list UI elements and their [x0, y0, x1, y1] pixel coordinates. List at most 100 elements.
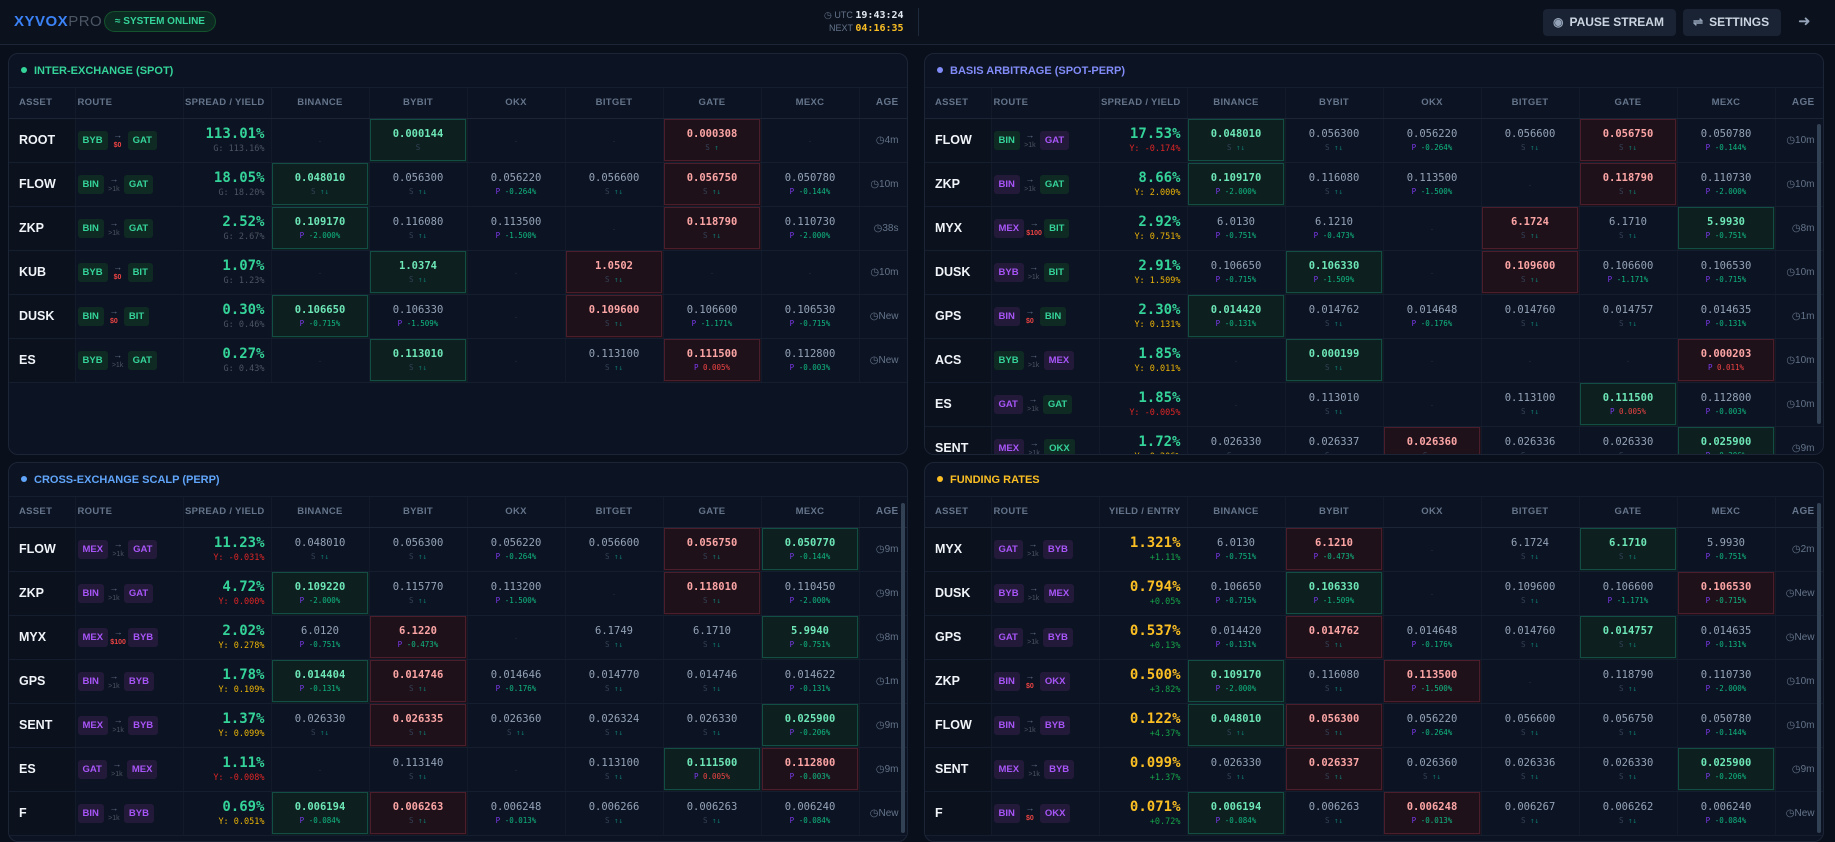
price-cell-mexc-sell[interactable]: 0.112800 P -0.003% [761, 747, 860, 792]
price-cell-mexc[interactable]: 0.112800 P -0.003% [761, 338, 860, 383]
column-header-binance[interactable]: BINANCE [1187, 497, 1286, 528]
column-header-route[interactable]: ROUTE [991, 88, 1100, 119]
price-cell-okx[interactable]: 0.026360 S ↑↓ [467, 703, 566, 748]
price-cell-gate[interactable]: 0.006263 S ↑↓ [663, 791, 762, 836]
column-header-mexc[interactable]: MEXC [761, 497, 860, 528]
price-cell-bitget[interactable]: 0.006267 S ↑↓ [1481, 791, 1580, 836]
price-cell-gate-sell[interactable]: 0.000308 S ↑ [663, 118, 762, 163]
price-cell-mexc-buy[interactable]: 0.025900 P -0.206% [1677, 747, 1776, 792]
price-cell-gate[interactable]: 6.1710 S ↑↓ [663, 615, 762, 660]
table-row[interactable]: ZKP BIN → >1k GAT 4.72% Y: 0.000% 0.109220 P -2.… [9, 571, 907, 616]
price-cell-okx[interactable]: 0.113500 P -1.500% [467, 206, 566, 251]
price-cell-bybit-buy[interactable]: 0.000199 S ↑↓ [1285, 338, 1384, 383]
price-cell-binance-buy[interactable]: 0.048010 S ↑↓ [1187, 118, 1286, 163]
price-cell-bybit-sell[interactable]: 0.056300 S ↑↓ [1285, 703, 1384, 748]
price-cell-binance-buy[interactable]: 0.014404 P -0.131% [271, 659, 370, 704]
price-cell-gate-buy[interactable]: 6.1710 S ↑↓ [1579, 527, 1678, 572]
price-cell-bybit-sell[interactable]: 0.026335 S ↑↓ [369, 703, 468, 748]
price-cell-gate[interactable]: 0.118790 S ↑↓ [1579, 659, 1678, 704]
column-header-spread-yield[interactable]: SPREAD / YIELD [183, 88, 272, 119]
column-header-okx[interactable]: OKX [1383, 497, 1482, 528]
price-cell-okx[interactable]: 0.113500 P -1.500% [1383, 162, 1482, 207]
column-header-asset[interactable]: ASSET [925, 88, 992, 119]
column-header-gate[interactable]: GATE [663, 88, 762, 119]
price-cell-binance-buy[interactable]: 0.106650 P -0.715% [271, 294, 370, 339]
table-row[interactable]: SENT MEX → >1k BYB 1.37% Y: 0.099% 0.026330 S ↑↓… [9, 703, 907, 748]
price-cell-okx[interactable]: 0.006248 P -0.013% [467, 791, 566, 836]
price-cell-bybit[interactable]: 0.006263 S ↑↓ [1285, 791, 1384, 836]
price-cell-mexc[interactable]: 0.006240 P -0.084% [1677, 791, 1776, 836]
price-cell-binance[interactable]: 6.0130 P -0.751% [1187, 206, 1286, 251]
price-cell-mexc[interactable]: 0.014635 P -0.131% [1677, 615, 1776, 660]
table-row[interactable]: ES BYB → >1k GAT 0.27% G: 0.43% -0.113010 S ↑↓ -0… [9, 338, 907, 383]
price-cell-binance[interactable]: 0.026330 S ↑↓ [271, 703, 370, 748]
price-cell-mexc-sell[interactable]: 0.000203 P 0.011% [1677, 338, 1776, 383]
table-row[interactable]: F BIN → >1k BYB 0.69% Y: 0.051% 0.006194 P -0.08… [9, 791, 907, 836]
price-cell-mexc[interactable]: 0.110730 P -2.000% [761, 206, 860, 251]
price-cell-bybit[interactable]: 0.056300 S ↑↓ [1285, 118, 1384, 163]
price-cell-gate-buy[interactable]: 0.111500 P 0.005% [1579, 382, 1678, 427]
price-cell-bitget[interactable]: 0.109600 S ↑↓ [1481, 571, 1580, 616]
price-cell-bitget[interactable]: 0.014760 S ↑↓ [1481, 294, 1580, 339]
asset-symbol[interactable]: GPS [925, 615, 992, 660]
asset-symbol[interactable]: ZKP [9, 571, 76, 616]
price-cell-bitget[interactable]: 0.056600 S ↑↓ [1481, 118, 1580, 163]
table-row[interactable]: MYX MEX → $100 BIT 2.92% Y: 0.751% 6.0130 P -0.7… [925, 206, 1823, 251]
column-header-bitget[interactable]: BITGET [565, 497, 664, 528]
price-cell-mexc[interactable]: 0.014622 P -0.131% [761, 659, 860, 704]
price-cell-bitget-sell[interactable]: 6.1724 S ↑↓ [1481, 206, 1580, 251]
column-header-spread-yield[interactable]: SPREAD / YIELD [1099, 88, 1188, 119]
price-cell-bitget[interactable]: 0.026324 S ↑↓ [565, 703, 664, 748]
column-header-asset[interactable]: ASSET [9, 88, 76, 119]
scrollbar[interactable] [901, 503, 905, 833]
price-cell-bybit[interactable]: 6.1210 P -0.473% [1285, 206, 1384, 251]
price-cell-okx[interactable]: 0.056220 P -0.264% [467, 527, 566, 572]
price-cell-bybit[interactable]: 0.056300 S ↑↓ [369, 527, 468, 572]
column-header-bybit[interactable]: BYBIT [1285, 88, 1384, 119]
price-cell-okx-sell[interactable]: 0.026360 S ↑↓ [1383, 426, 1482, 454]
price-cell-okx[interactable]: 0.014646 P -0.176% [467, 659, 566, 704]
asset-symbol[interactable]: SENT [9, 703, 76, 748]
price-cell-mexc[interactable]: 0.050780 P -0.144% [1677, 703, 1776, 748]
price-cell-mexc[interactable]: 0.112800 P -0.003% [1677, 382, 1776, 427]
price-cell-mexc[interactable]: 0.110730 P -2.000% [1677, 659, 1776, 704]
price-cell-bitget[interactable]: 0.113100 S ↑↓ [565, 747, 664, 792]
price-cell-bitget[interactable]: 0.113100 S ↑↓ [1481, 382, 1580, 427]
table-row[interactable]: FLOW BIN → >1k GAT 18.05% G: 18.20% 0.048010 S ↑… [9, 162, 907, 207]
price-cell-bitget[interactable]: 0.056600 S ↑↓ [1481, 703, 1580, 748]
asset-symbol[interactable]: SENT [925, 747, 992, 792]
asset-symbol[interactable]: DUSK [925, 571, 992, 616]
price-cell-bybit-buy[interactable]: 1.0374 S ↑↓ [369, 250, 468, 295]
column-header-binance[interactable]: BINANCE [271, 88, 370, 119]
price-cell-mexc[interactable]: 0.110450 P -2.000% [761, 571, 860, 616]
price-cell-bitget-sell[interactable]: 1.0502 S ↑↓ [565, 250, 664, 295]
price-cell-bybit[interactable]: 0.116080 S ↑↓ [1285, 659, 1384, 704]
price-cell-bybit[interactable]: 0.026337 S ↑↓ [1285, 426, 1384, 454]
table-row[interactable]: ACS BYB → >1k MEX 1.85% Y: 0.011% -0.000199 S ↑↓… [925, 338, 1823, 383]
asset-symbol[interactable]: MYX [925, 206, 992, 251]
price-cell-okx[interactable]: 0.056220 P -0.264% [1383, 118, 1482, 163]
asset-symbol[interactable]: FLOW [925, 118, 992, 163]
price-cell-bybit-sell[interactable]: 0.026337 S ↑↓ [1285, 747, 1384, 792]
table-row[interactable]: MYX GAT → >1k BYB 1.321% +1.11% 6.0130 P -0.751%… [925, 527, 1823, 572]
price-cell-mexc[interactable]: 0.106530 P -0.715% [1677, 250, 1776, 295]
price-cell-bybit-buy[interactable]: 0.113010 S ↑↓ [369, 338, 468, 383]
price-cell-bybit-sell[interactable]: 6.1210 P -0.473% [1285, 527, 1384, 572]
price-cell-bitget-sell[interactable]: 0.109600 S ↑↓ [1481, 250, 1580, 295]
price-cell-okx[interactable]: 0.014648 P -0.176% [1383, 615, 1482, 660]
price-cell-bitget[interactable]: 0.026336 S ↑↓ [1481, 426, 1580, 454]
asset-symbol[interactable]: GPS [925, 294, 992, 339]
asset-symbol[interactable]: ES [925, 382, 992, 427]
price-cell-mexc-buy[interactable]: 0.025900 P -0.206% [761, 703, 860, 748]
price-cell-gate[interactable]: 0.014746 S ↑↓ [663, 659, 762, 704]
price-cell-bitget[interactable]: 0.113100 S ↑↓ [565, 338, 664, 383]
table-row[interactable]: SENT MEX → >1k BYB 0.099% +1.37% 0.026330 S ↑↓ 0.… [925, 747, 1823, 792]
price-cell-bybit[interactable]: 0.014762 S ↑↓ [1285, 294, 1384, 339]
asset-symbol[interactable]: KUB [9, 250, 76, 295]
price-cell-gate-sell[interactable]: 0.118790 S ↑↓ [1579, 162, 1678, 207]
price-cell-bitget[interactable]: 0.056600 S ↑↓ [565, 527, 664, 572]
price-cell-mexc-sell[interactable]: 0.106530 P -0.715% [1677, 571, 1776, 616]
asset-symbol[interactable]: SENT [925, 426, 992, 454]
column-header-gate[interactable]: GATE [663, 497, 762, 528]
table-row[interactable]: FLOW BIN → >1k GAT 17.53% Y: -0.174% 0.048010 S … [925, 118, 1823, 163]
